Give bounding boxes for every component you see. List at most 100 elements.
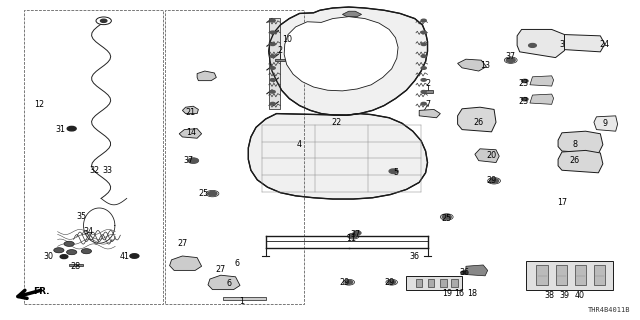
Polygon shape [526,261,613,290]
Text: 23: 23 [518,79,529,88]
Polygon shape [536,265,548,285]
Polygon shape [208,275,240,290]
Polygon shape [530,94,554,104]
Polygon shape [406,276,462,290]
Text: 6: 6 [227,279,232,288]
Polygon shape [170,256,202,270]
Circle shape [388,280,396,284]
Text: 37: 37 [184,156,194,165]
Text: FR.: FR. [33,287,50,296]
Text: 5: 5 [393,168,398,177]
Polygon shape [475,149,499,163]
Polygon shape [419,109,440,118]
Circle shape [421,91,426,93]
Polygon shape [284,17,398,91]
Polygon shape [422,90,433,93]
Circle shape [421,55,426,57]
Circle shape [270,102,275,105]
Circle shape [54,248,64,253]
Text: 7: 7 [425,100,430,109]
Polygon shape [556,265,567,285]
Text: 31: 31 [56,125,66,134]
Circle shape [522,79,528,83]
Text: 29: 29 [384,278,394,287]
Text: 30: 30 [44,252,54,261]
Circle shape [270,31,275,34]
Circle shape [353,231,361,235]
Text: 1: 1 [239,297,244,306]
Text: 14: 14 [186,128,196,137]
Text: THR4B4011B: THR4B4011B [588,307,630,313]
Circle shape [270,91,275,93]
Text: 21: 21 [186,108,196,117]
Text: 29: 29 [486,176,497,185]
Polygon shape [530,76,554,86]
Circle shape [270,43,275,45]
Polygon shape [558,150,603,173]
Circle shape [270,55,275,57]
Circle shape [270,79,275,81]
Polygon shape [594,116,618,131]
Text: 2: 2 [425,79,430,88]
Text: 34: 34 [83,227,93,236]
Circle shape [130,254,139,258]
Text: 26: 26 [570,156,580,165]
Circle shape [442,215,451,219]
Polygon shape [451,279,458,287]
Circle shape [345,280,353,284]
Text: 38: 38 [544,291,554,300]
Circle shape [60,255,68,259]
Polygon shape [564,35,605,52]
Circle shape [490,179,499,183]
Text: 24: 24 [600,40,610,49]
Text: 23: 23 [518,97,529,106]
Circle shape [208,191,217,196]
Polygon shape [342,11,362,17]
Polygon shape [466,265,488,276]
Text: 41: 41 [120,252,130,261]
Circle shape [270,67,275,69]
Text: 8: 8 [572,140,577,149]
Text: 25: 25 [198,189,209,198]
Text: 27: 27 [177,239,188,248]
Text: 19: 19 [442,289,452,298]
Text: 28: 28 [70,262,81,271]
Text: 3: 3 [559,40,564,49]
Text: 32: 32 [90,166,100,175]
Polygon shape [275,59,285,61]
Circle shape [270,19,275,22]
Text: 39: 39 [559,291,570,300]
Circle shape [96,17,111,25]
Circle shape [81,249,92,254]
Circle shape [100,19,107,22]
Circle shape [188,158,198,163]
Circle shape [421,31,426,34]
Text: 36: 36 [410,252,420,261]
Text: 22: 22 [331,118,341,127]
Circle shape [349,234,357,238]
Polygon shape [182,106,198,114]
Text: 2: 2 [278,46,283,55]
Polygon shape [248,114,428,199]
Circle shape [67,126,76,131]
Polygon shape [197,71,216,81]
Polygon shape [69,264,83,266]
Circle shape [64,241,74,246]
Circle shape [67,250,77,255]
Text: 12: 12 [35,100,45,109]
Text: 40: 40 [574,291,584,300]
Circle shape [461,271,467,274]
Polygon shape [269,7,428,115]
Text: 18: 18 [467,289,477,298]
Polygon shape [428,279,434,287]
Polygon shape [179,129,202,138]
Polygon shape [575,265,586,285]
Text: 37: 37 [350,230,360,239]
Polygon shape [458,59,486,71]
Polygon shape [440,279,447,287]
Polygon shape [269,18,280,109]
Text: 29: 29 [339,278,349,287]
Circle shape [421,19,426,22]
Text: 6: 6 [234,259,239,268]
Circle shape [421,79,426,81]
